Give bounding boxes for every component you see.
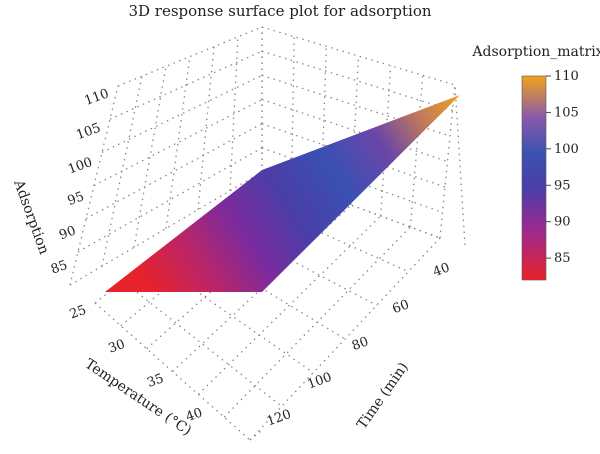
grid-line <box>197 46 215 210</box>
grid-line <box>223 226 411 418</box>
grid-line <box>165 56 191 229</box>
z-axis-ticks: 85 90 95 100 105 110 <box>49 86 111 277</box>
colorbar-title: Adsorption_matrix <box>471 44 600 60</box>
y-tick-label: 40 <box>431 260 452 280</box>
x-tick-label: 30 <box>106 337 127 357</box>
colorbar-tick-label: 90 <box>554 215 571 230</box>
y-axis-label: Time (min) <box>354 360 412 433</box>
z-tick-label: 85 <box>49 258 70 278</box>
grid-line <box>197 215 382 395</box>
grid-line <box>122 280 283 407</box>
z-tick-label: 90 <box>57 224 78 244</box>
x-axis-ticks: 25 30 35 40 <box>68 303 205 426</box>
grid-line <box>109 50 263 120</box>
grid-line <box>133 66 167 248</box>
grid-line <box>249 237 441 441</box>
z-tick-label: 100 <box>66 155 94 178</box>
colorbar-ticks: 85 90 95 100 105 110 <box>546 69 579 266</box>
chart-title: 3D response surface plot for adsorption <box>128 2 431 20</box>
z-tick-label: 110 <box>83 86 111 109</box>
z-axis-label: Adsorption <box>10 177 52 257</box>
colorbar-tick-label: 95 <box>554 178 571 193</box>
y-tick-label: 120 <box>265 407 293 430</box>
grid-line <box>454 84 466 246</box>
response-surface <box>105 95 460 292</box>
colorbar-tick-label: 110 <box>554 69 579 84</box>
y-tick-label: 100 <box>305 370 333 393</box>
colorbar-tick-label: 85 <box>554 251 571 266</box>
colorbar-tick-label: 105 <box>554 105 579 120</box>
grid-line <box>120 182 293 327</box>
y-tick-label: 60 <box>391 297 412 317</box>
z-tick-label: 95 <box>66 189 87 209</box>
colorbar-tick-label: 100 <box>554 142 579 157</box>
x-tick-label: 35 <box>145 371 166 391</box>
grid-line <box>93 98 263 187</box>
grid-line <box>261 50 453 112</box>
x-tick-label: 25 <box>68 303 89 323</box>
grid-line <box>409 75 424 228</box>
grid-line <box>380 65 392 217</box>
y-axis-ticks: 40 60 80 100 120 <box>265 260 452 429</box>
z-tick-label: 105 <box>74 121 102 144</box>
colorbar <box>521 75 547 281</box>
x-tick-label: 40 <box>184 405 205 425</box>
x-axis-label: Temperature (°C) <box>82 356 194 439</box>
grid-line <box>261 98 448 163</box>
grid-line <box>249 429 263 441</box>
y-tick-label: 80 <box>350 334 371 354</box>
